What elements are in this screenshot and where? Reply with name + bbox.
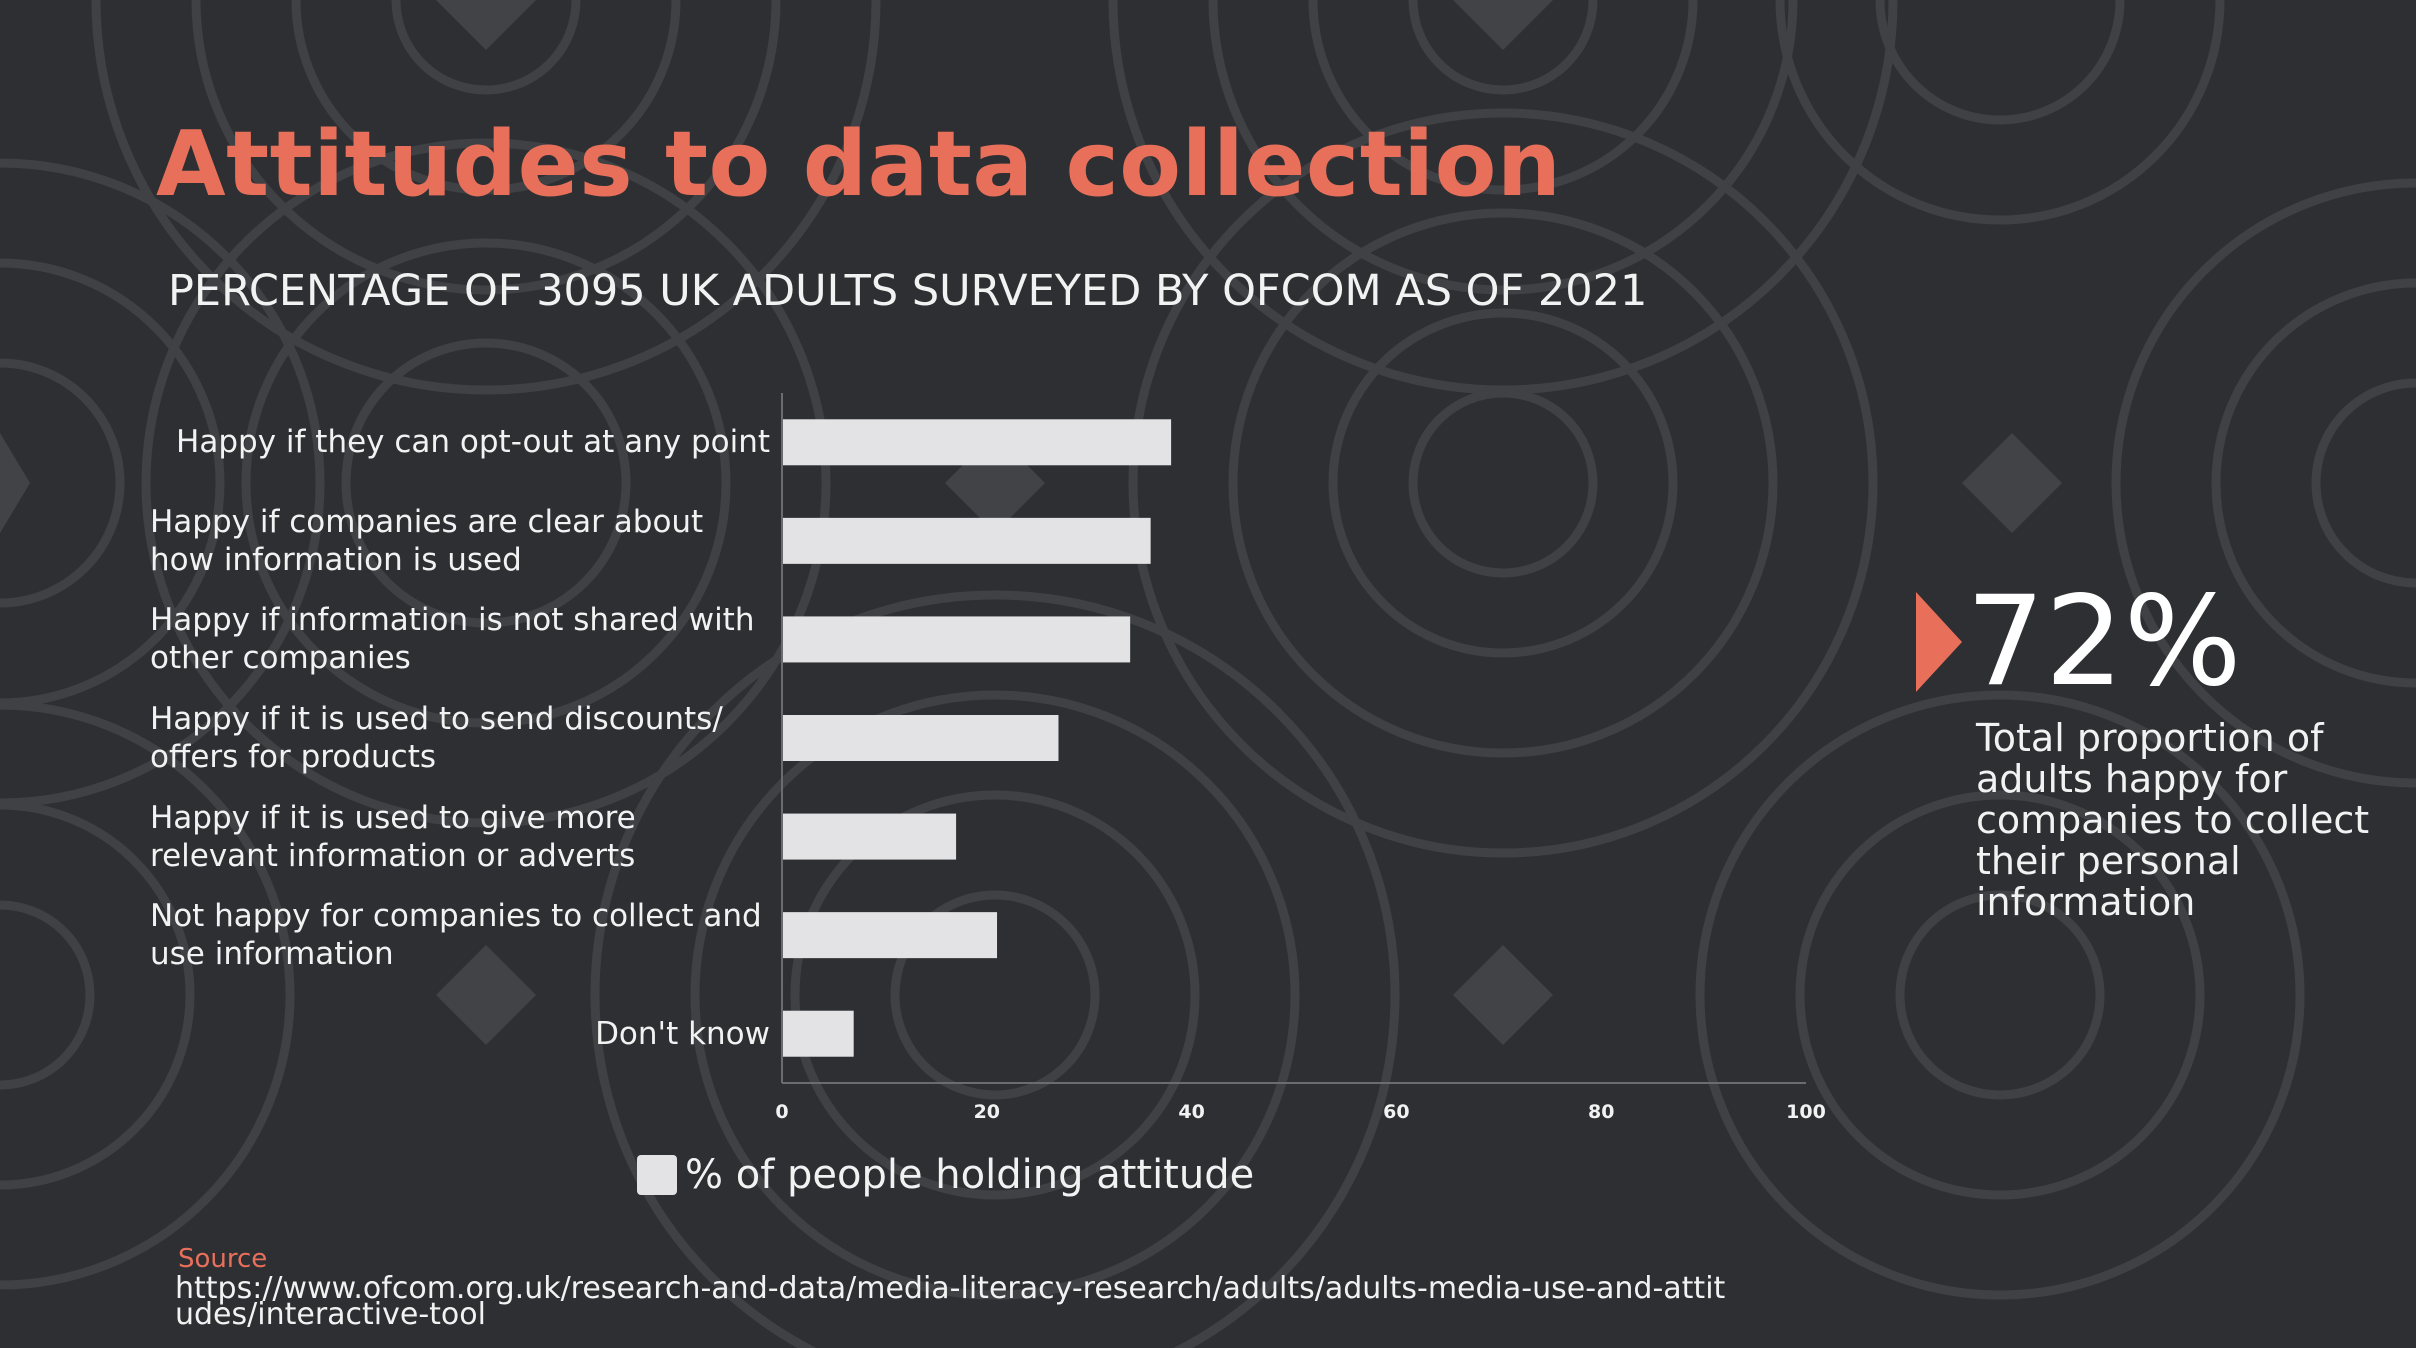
legend-label: % of people holding attitude: [685, 1152, 1255, 1198]
category-label: Happy if it is used to give more relevan…: [150, 799, 770, 875]
page-title: Attitudes to data collection: [156, 112, 1562, 217]
stat-value: 72%: [1966, 570, 2242, 714]
category-label-text: Happy if they can opt-out at any point: [176, 424, 770, 461]
x-tick-label: 60: [1383, 1101, 1409, 1123]
bar: [782, 912, 998, 959]
category-label: Happy if they can opt-out at any point: [150, 423, 770, 461]
bar: [782, 715, 1059, 761]
x-tick-label: 80: [1588, 1101, 1614, 1123]
bar: [782, 616, 1131, 663]
x-tick-label: 40: [1178, 1101, 1204, 1123]
category-label-text: Not happy for companies to collect and u…: [150, 898, 762, 973]
x-tick-label: 0: [775, 1101, 788, 1123]
x-tick-labels: 0 20 40 60 80 100: [775, 1101, 1825, 1123]
bar: [782, 1010, 854, 1057]
stat-arrow-icon: [1916, 592, 1962, 692]
category-label: Happy if companies are clear about how i…: [150, 503, 770, 579]
category-label-text: Happy if information is not shared with …: [150, 602, 755, 677]
x-tick-label: 100: [1786, 1101, 1826, 1123]
source-label: Source: [178, 1244, 268, 1274]
source-link[interactable]: https://www.ofcom.org.uk/research-and-da…: [175, 1271, 1726, 1332]
category-label: Happy if it is used to send discounts/ o…: [150, 700, 770, 776]
bar: [782, 813, 957, 860]
stat-description: Total proportion of adults happy for com…: [1976, 716, 2370, 924]
category-label-text: Happy if it is used to give more relevan…: [150, 799, 636, 874]
category-label: Happy if information is not shared with …: [150, 601, 770, 677]
category-label: Not happy for companies to collect and u…: [150, 897, 770, 973]
category-label-text: Happy if it is used to send discounts/ o…: [150, 701, 723, 775]
legend-swatch: [637, 1155, 677, 1195]
bar: [782, 517, 1151, 564]
category-label-text: Happy if companies are clear about how i…: [150, 503, 704, 578]
category-label: Don't know: [150, 1015, 770, 1053]
bars-group: [782, 419, 1172, 1057]
chart-subtitle: PERCENTAGE OF 3095 UK ADULTS SURVEYED BY…: [168, 266, 1648, 316]
bar: [782, 419, 1172, 466]
x-tick-label: 20: [974, 1101, 1000, 1123]
category-label-text: Don't know: [595, 1015, 770, 1052]
chart-legend: % of people holding attitude: [637, 1152, 1254, 1198]
